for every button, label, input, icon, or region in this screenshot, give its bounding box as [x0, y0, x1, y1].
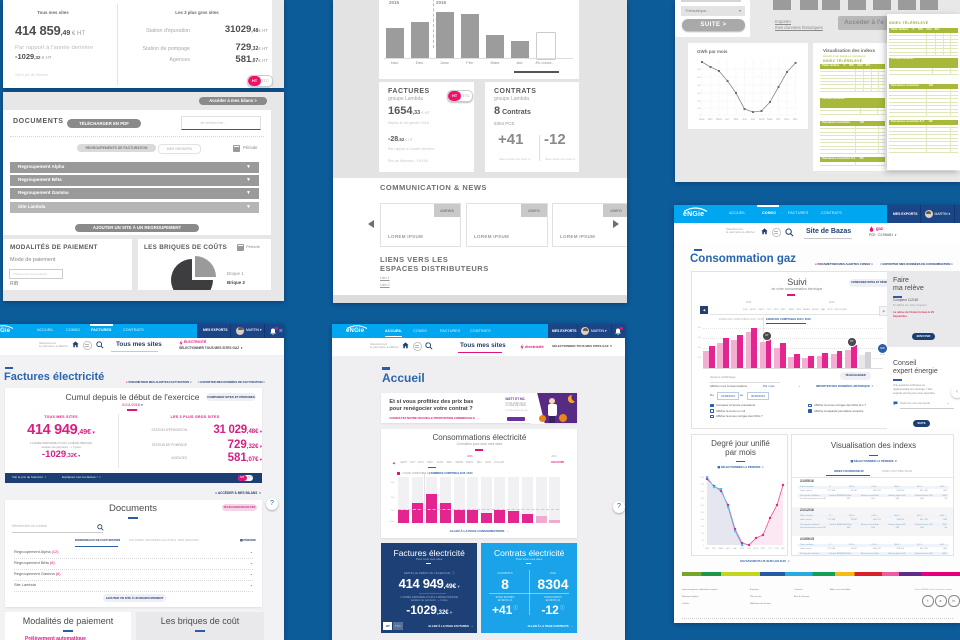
- svg-text:550: 550: [701, 484, 705, 486]
- svg-text:JUIN: JUIN: [740, 548, 745, 550]
- svg-text:JAN: JAN: [705, 547, 709, 550]
- svg-text:300: 300: [701, 519, 705, 521]
- svg-text:Avr.: Avr.: [725, 117, 730, 121]
- svg-text:600: 600: [701, 477, 705, 479]
- svg-text:Août: Août: [759, 117, 765, 121]
- svg-text:150: 150: [701, 533, 705, 535]
- svg-text:500: 500: [697, 77, 701, 79]
- svg-text:FÉV: FÉV: [712, 547, 716, 550]
- svg-text:Juil.: Juil.: [751, 117, 756, 121]
- svg-text:SEPT: SEPT: [761, 548, 767, 550]
- svg-text:Déc.: Déc.: [793, 117, 799, 121]
- svg-text:NOV: NOV: [775, 548, 780, 550]
- svg-text:450: 450: [701, 498, 705, 500]
- svg-text:MAI: MAI: [733, 547, 737, 550]
- svg-text:50: 50: [702, 540, 705, 542]
- svg-text:300: 300: [697, 93, 701, 95]
- svg-text:350: 350: [701, 512, 705, 514]
- svg-text:MARS: MARS: [718, 547, 724, 550]
- svg-text:400: 400: [697, 85, 701, 87]
- svg-text:AOÛT: AOÛT: [754, 547, 760, 550]
- svg-text:0: 0: [700, 115, 702, 117]
- svg-text:400: 400: [701, 505, 705, 507]
- svg-text:Juin: Juin: [742, 117, 747, 121]
- svg-text:Janv.: Janv.: [699, 117, 705, 121]
- svg-text:Nov.: Nov.: [784, 117, 789, 121]
- svg-text:Fév.: Fév.: [708, 117, 713, 121]
- svg-text:Oct.: Oct.: [776, 117, 781, 121]
- svg-text:200: 200: [697, 101, 701, 103]
- svg-text:AVR: AVR: [726, 547, 730, 550]
- svg-text:500: 500: [701, 491, 705, 493]
- svg-text:Mars: Mars: [716, 117, 722, 121]
- svg-text:Sept.: Sept.: [767, 117, 773, 121]
- svg-text:OCT: OCT: [768, 548, 773, 550]
- svg-text:0: 0: [703, 545, 705, 547]
- svg-text:DÉC: DÉC: [781, 547, 785, 550]
- svg-text:250: 250: [701, 526, 705, 528]
- svg-text:100: 100: [697, 108, 701, 110]
- svg-text:JUIL: JUIL: [747, 548, 751, 550]
- svg-text:Mai: Mai: [734, 117, 739, 121]
- svg-text:600: 600: [697, 69, 701, 71]
